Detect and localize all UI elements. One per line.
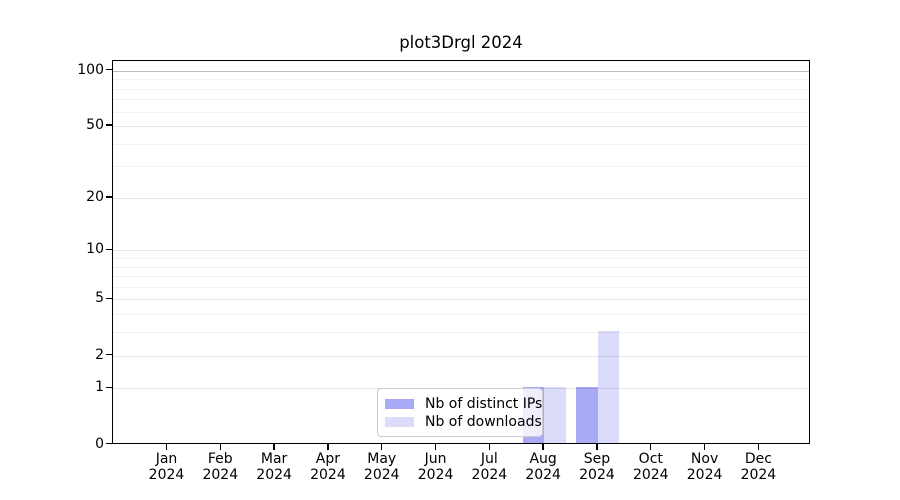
x-tick-year: 2024 xyxy=(525,467,561,483)
legend-swatch xyxy=(385,399,414,409)
x-tick-mark xyxy=(165,444,168,450)
y-tick-mark xyxy=(106,297,112,300)
legend-item: Nb of distinct IPs xyxy=(385,395,542,413)
gridline-minor xyxy=(113,99,809,101)
gridline-minor xyxy=(113,314,809,316)
x-tick-year: 2024 xyxy=(148,467,185,483)
y-tick-label: 100 xyxy=(77,61,104,78)
bar-sep-nb-of-distinct-ips xyxy=(576,386,598,443)
x-tick-label: Dec 2024 xyxy=(728,451,788,483)
x-tick-year: 2024 xyxy=(363,467,400,483)
x-tick-month: Feb xyxy=(207,451,233,467)
gridline-minor xyxy=(113,111,809,113)
x-tick-label: Aug 2024 xyxy=(513,451,573,483)
x-tick-year: 2024 xyxy=(740,467,777,483)
x-tick-label: May 2024 xyxy=(352,451,412,483)
y-tick-label: 10 xyxy=(86,241,104,258)
bar-sep-nb-of-downloads xyxy=(597,330,620,443)
x-tick-year: 2024 xyxy=(256,467,292,483)
x-tick-mark xyxy=(757,444,760,450)
gridline-major xyxy=(113,70,809,72)
x-tick-mark xyxy=(542,444,544,450)
gridline-major xyxy=(113,126,809,128)
x-tick-month: Oct xyxy=(638,451,663,467)
x-tick-mark xyxy=(327,444,329,450)
y-tick-mark xyxy=(106,386,112,389)
x-tick-year: 2024 xyxy=(471,467,508,483)
x-tick-month: Mar xyxy=(260,451,288,467)
x-tick-label: Apr 2024 xyxy=(298,451,358,483)
gridline-major xyxy=(113,197,809,199)
x-tick-month: Jun xyxy=(424,451,447,467)
gridline-major xyxy=(113,355,809,357)
plot-area: Nb of distinct IPs Nb of downloads xyxy=(112,60,810,444)
y-tick-mark xyxy=(106,124,112,126)
bar-aug-nb-of-downloads xyxy=(544,386,566,443)
gridline-minor xyxy=(113,88,809,90)
x-tick-year: 2024 xyxy=(686,467,723,483)
y-tick-label: 20 xyxy=(86,188,104,205)
x-tick-month: Sep xyxy=(583,451,611,467)
x-tick-label: Sep 2024 xyxy=(567,451,627,483)
y-tick-mark xyxy=(106,248,112,251)
gridline-major xyxy=(113,299,809,301)
x-tick-month: Apr xyxy=(315,451,341,467)
gridline-minor xyxy=(113,332,809,334)
x-tick-label: Jun 2024 xyxy=(406,451,466,483)
chart-title: plot3Drgl 2024 xyxy=(399,33,523,52)
gridline-major xyxy=(113,250,809,252)
x-tick-label: Mar 2024 xyxy=(244,451,304,483)
x-tick-label: Jul 2024 xyxy=(459,451,519,483)
gridline-minor xyxy=(113,143,809,145)
gridline-minor xyxy=(113,286,809,288)
legend: Nb of distinct IPs Nb of downloads xyxy=(377,388,543,437)
y-tick-label: 50 xyxy=(86,117,104,134)
y-tick-label: 5 xyxy=(95,290,104,307)
x-tick-year: 2024 xyxy=(202,467,239,483)
x-tick-label: Jan 2024 xyxy=(137,451,197,483)
x-tick-mark xyxy=(273,444,275,450)
x-tick-mark xyxy=(650,444,652,450)
x-tick-mark xyxy=(596,444,598,450)
legend-label: Nb of distinct IPs xyxy=(425,396,543,412)
x-tick-month: Dec xyxy=(744,451,772,467)
x-tick-year: 2024 xyxy=(579,467,615,483)
y-tick-mark xyxy=(106,196,112,198)
y-tick-label: 1 xyxy=(95,379,104,396)
gridline-minor xyxy=(113,258,809,260)
x-tick-mark xyxy=(381,444,383,450)
x-tick-month: Aug xyxy=(529,451,557,467)
x-tick-year: 2024 xyxy=(417,467,454,483)
x-tick-mark xyxy=(219,444,221,450)
gridline-minor xyxy=(113,276,809,278)
gridline-minor xyxy=(113,166,809,168)
x-tick-year: 2024 xyxy=(310,467,346,483)
gridlines-layer xyxy=(113,61,809,443)
x-tick-mark xyxy=(703,444,706,450)
legend-label: Nb of downloads xyxy=(425,414,542,430)
gridline-minor xyxy=(113,79,809,81)
y-tick-label: 2 xyxy=(95,346,104,363)
y-tick-mark xyxy=(106,442,112,445)
y-tick-mark xyxy=(106,69,112,71)
y-tick-label: 0 xyxy=(95,435,104,452)
legend-swatch xyxy=(385,417,414,427)
x-tick-month: Jan xyxy=(155,451,178,467)
x-tick-label: Oct 2024 xyxy=(621,451,681,483)
x-tick-mark xyxy=(434,444,437,450)
x-tick-month: Jul xyxy=(480,451,498,467)
x-tick-year: 2024 xyxy=(632,467,669,483)
y-tick-mark xyxy=(106,353,112,356)
gridline-minor xyxy=(113,266,809,268)
x-tick-month: Nov xyxy=(690,451,719,467)
x-tick-month: May xyxy=(367,451,397,467)
x-tick-mark xyxy=(488,444,491,450)
x-tick-label: Nov 2024 xyxy=(675,451,735,483)
x-tick-label: Feb 2024 xyxy=(190,451,250,483)
legend-item: Nb of downloads xyxy=(385,413,542,431)
